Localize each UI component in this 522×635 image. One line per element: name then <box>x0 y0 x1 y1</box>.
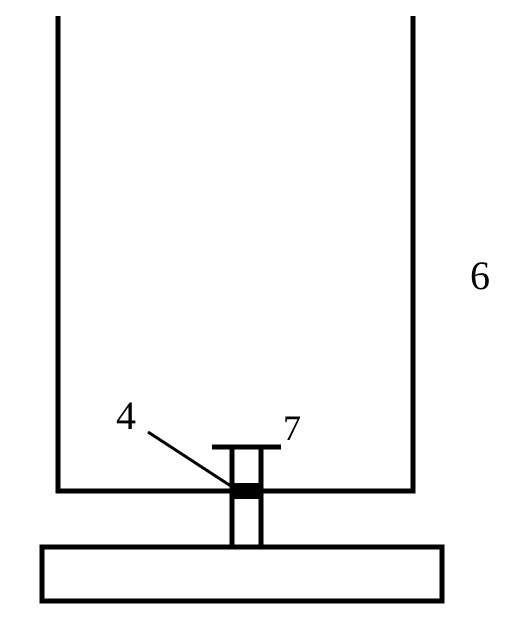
leader-line-4 <box>148 432 237 490</box>
label-7: 7 <box>283 410 301 446</box>
label-6: 6 <box>470 256 490 296</box>
valve-block <box>232 483 261 499</box>
outer-vessel <box>58 16 413 491</box>
base-rect <box>42 547 442 601</box>
label-4: 4 <box>116 396 136 436</box>
diagram-canvas <box>0 0 522 635</box>
